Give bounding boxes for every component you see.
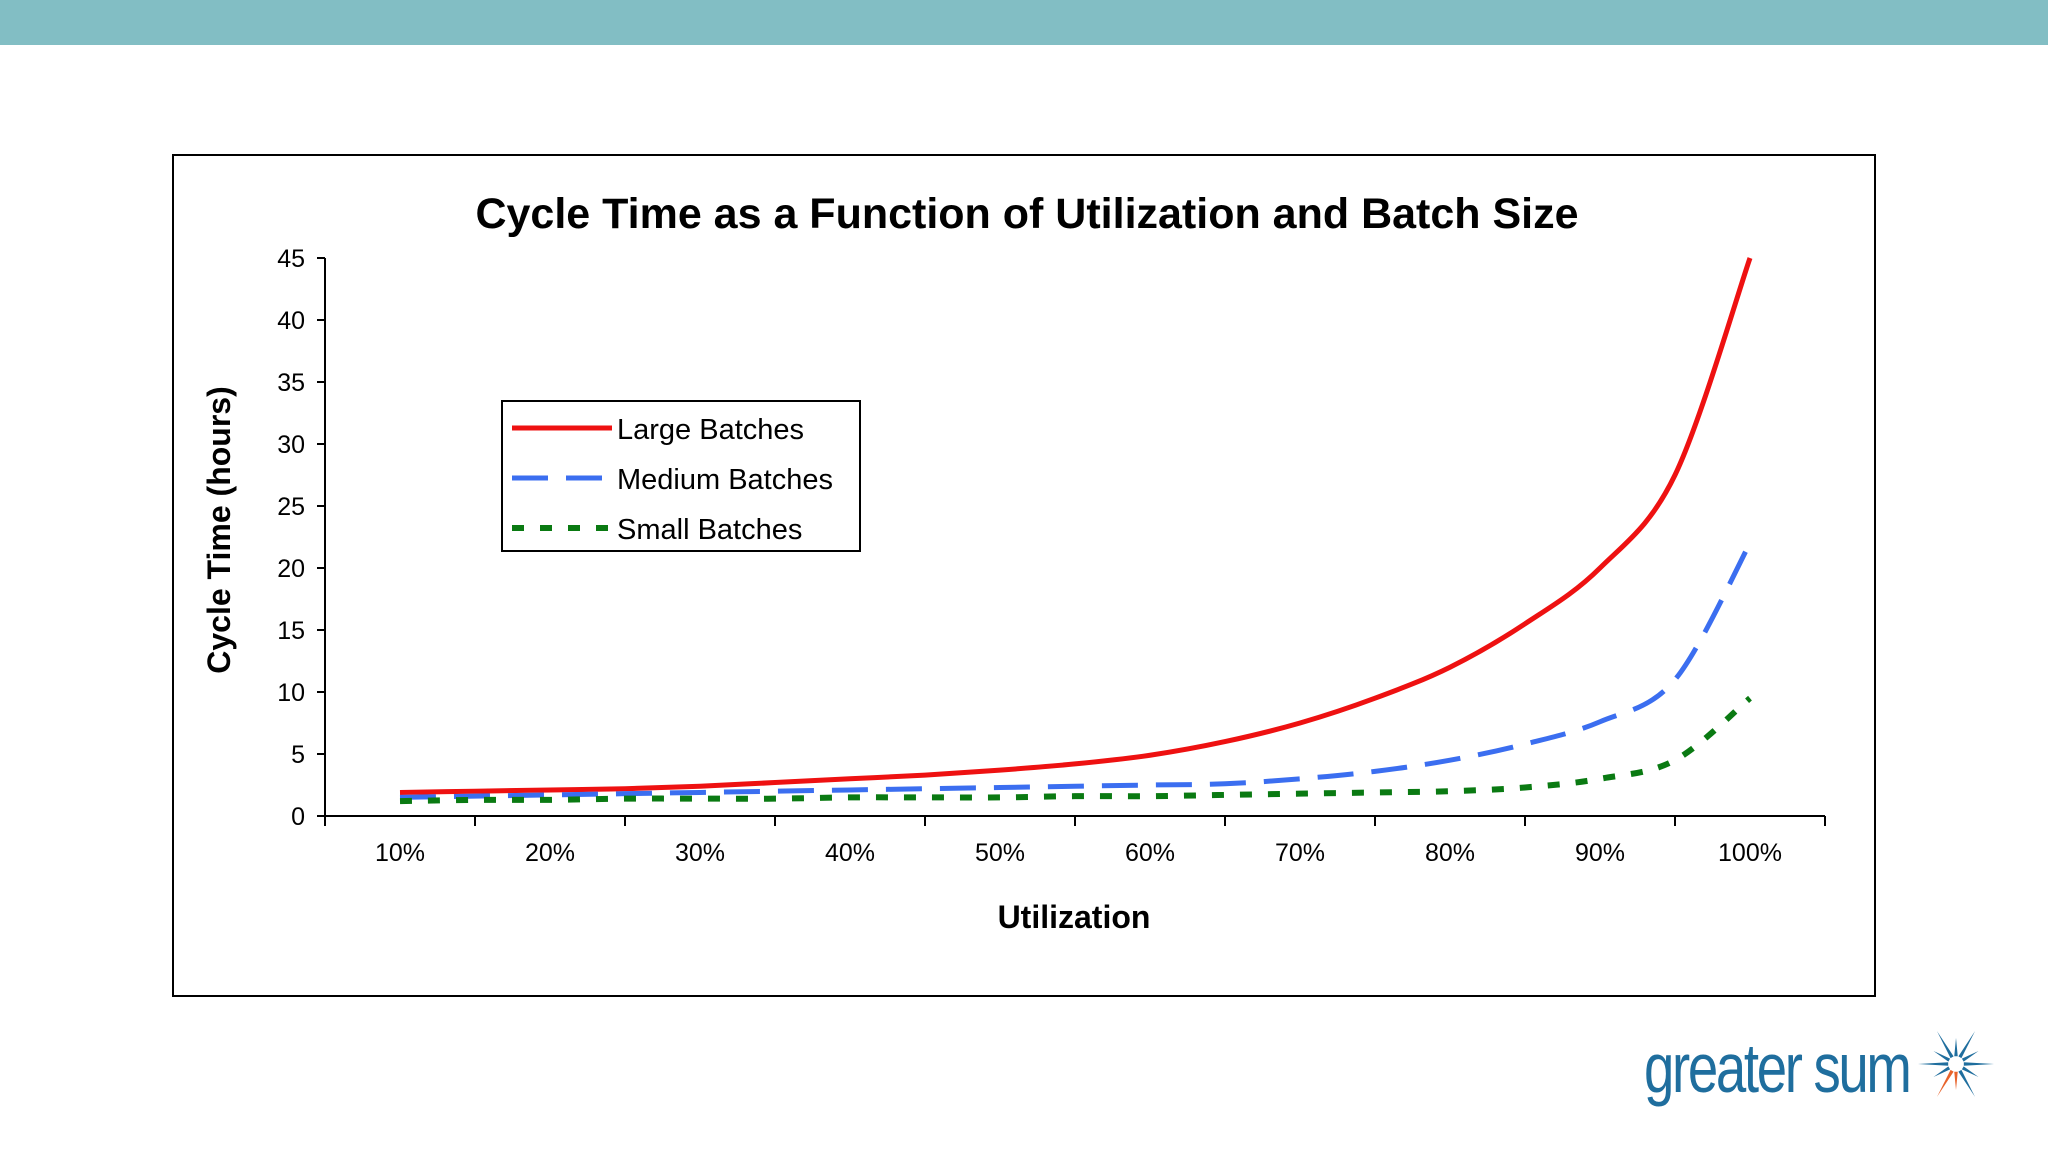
x-tick-label: 60% — [1125, 839, 1175, 867]
x-tick-label: 100% — [1718, 839, 1782, 867]
sunburst-logo-icon — [1918, 1031, 1994, 1097]
series-line-large-batches — [399, 257, 1753, 795]
y-tick-label: 5 — [291, 741, 305, 769]
y-axis-label: Cycle Time (hours) — [201, 386, 237, 673]
chart-legend: Large Batches Medium Batches Small Batch… — [501, 400, 861, 552]
y-tick-label: 40 — [277, 307, 305, 335]
series-line-medium-batches — [399, 541, 1753, 800]
x-tick-label: 50% — [975, 839, 1025, 867]
top-banner — [0, 0, 2048, 45]
chart-frame: Cycle Time as a Function of Utilization … — [172, 154, 1876, 997]
y-tick-label: 35 — [277, 369, 305, 397]
brand-name: greater sum — [1644, 1029, 1912, 1107]
y-tick-label: 30 — [277, 431, 305, 459]
chart: Cycle Time as a Function of Utilization … — [201, 190, 1826, 935]
y-tick-label: 45 — [277, 245, 305, 273]
x-axis-label: Utilization — [998, 899, 1151, 935]
x-tick-label: 30% — [675, 839, 725, 867]
x-tick-label: 70% — [1275, 839, 1325, 867]
chart-title: Cycle Time as a Function of Utilization … — [475, 190, 1578, 238]
x-tick-label: 40% — [825, 839, 875, 867]
x-tick-label: 90% — [1575, 839, 1625, 867]
x-tick-label: 80% — [1425, 839, 1475, 867]
plot-area: 0 5 10 15 20 25 30 35 40 45 10% 20% 30% 40% 50% 60% 70% 8… — [277, 245, 1826, 867]
legend-label-small: Small Batches — [617, 514, 802, 546]
x-tick-label: 10% — [375, 839, 425, 867]
y-tick-label: 10 — [277, 679, 305, 707]
x-tick-label: 20% — [525, 839, 575, 867]
y-tick-label: 20 — [277, 555, 305, 583]
brand-logo: greater sum — [1644, 1028, 2004, 1108]
series-line-small-batches — [399, 695, 1752, 805]
y-tick-label: 25 — [277, 493, 305, 521]
legend-label-large: Large Batches — [617, 414, 804, 446]
y-tick-label: 0 — [291, 803, 305, 831]
legend-label-medium: Medium Batches — [617, 464, 833, 496]
y-tick-label: 15 — [277, 617, 305, 645]
